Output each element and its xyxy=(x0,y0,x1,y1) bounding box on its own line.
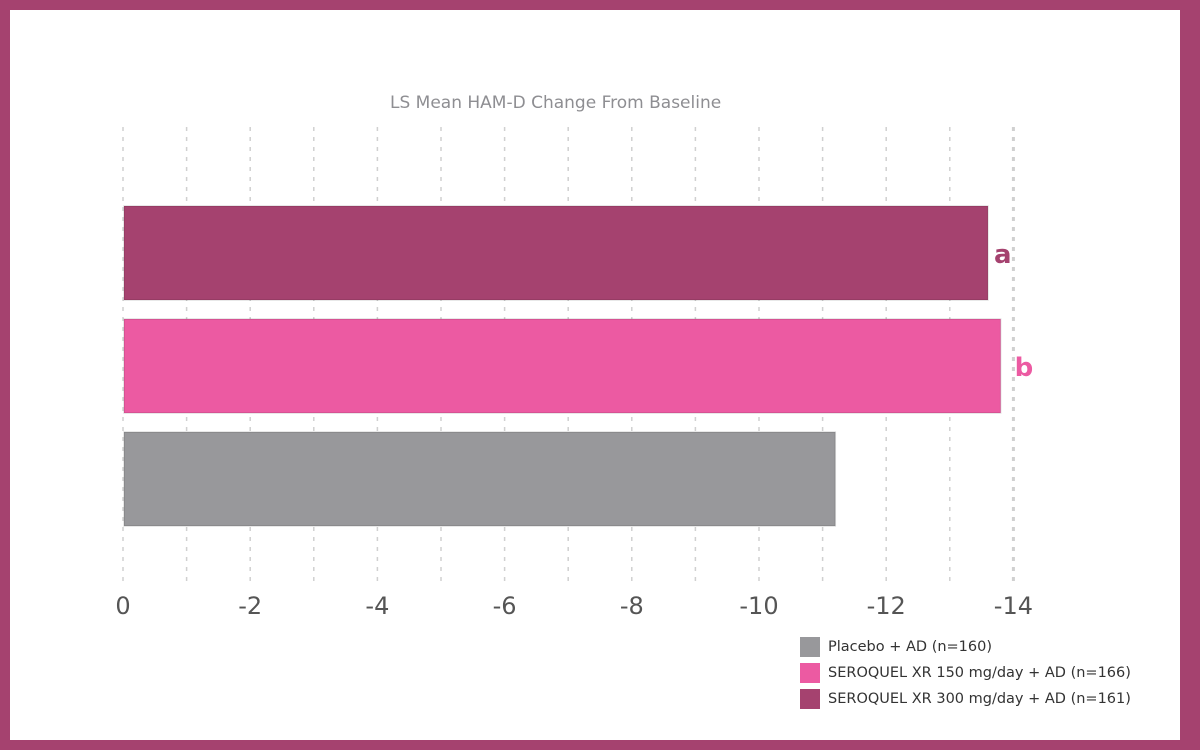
legend-label-300mg: SEROQUEL XR 300 mg/day + AD (n=161) xyxy=(828,691,1131,707)
chart-legend: Placebo + AD (n=160) SEROQUEL XR 150 mg/… xyxy=(800,637,1131,715)
legend-item-300mg: SEROQUEL XR 300 mg/day + AD (n=161) xyxy=(800,689,1131,709)
legend-swatch-placebo xyxy=(800,637,820,657)
legend-item-placebo: Placebo + AD (n=160) xyxy=(800,637,1131,657)
x-tick-label-2: -2 xyxy=(238,592,262,620)
chart-title: LS Mean HAM-D Change From Baseline xyxy=(390,93,722,113)
legend-label-150mg: SEROQUEL XR 150 mg/day + AD (n=166) xyxy=(828,665,1131,681)
bar-annotation-a: a xyxy=(994,240,1012,270)
bar-annotation-b: b xyxy=(1015,353,1034,383)
x-tick-label-10: -10 xyxy=(739,592,778,620)
x-tick-label-14: -14 xyxy=(994,592,1033,620)
x-tick-label-8: -8 xyxy=(620,592,644,620)
x-tick-label-12: -12 xyxy=(867,592,906,620)
bar-2 xyxy=(123,431,837,527)
legend-label-placebo: Placebo + AD (n=160) xyxy=(828,639,993,655)
x-tick-label-4: -4 xyxy=(365,592,389,620)
legend-swatch-150mg xyxy=(800,663,820,683)
x-tick-label-6: -6 xyxy=(493,592,517,620)
x-tick-label-0: 0 xyxy=(115,592,130,620)
legend-item-150mg: SEROQUEL XR 150 mg/day + AD (n=166) xyxy=(800,663,1131,683)
legend-swatch-300mg xyxy=(800,689,820,709)
bar-1 xyxy=(123,318,1002,414)
bar-0 xyxy=(123,205,989,301)
